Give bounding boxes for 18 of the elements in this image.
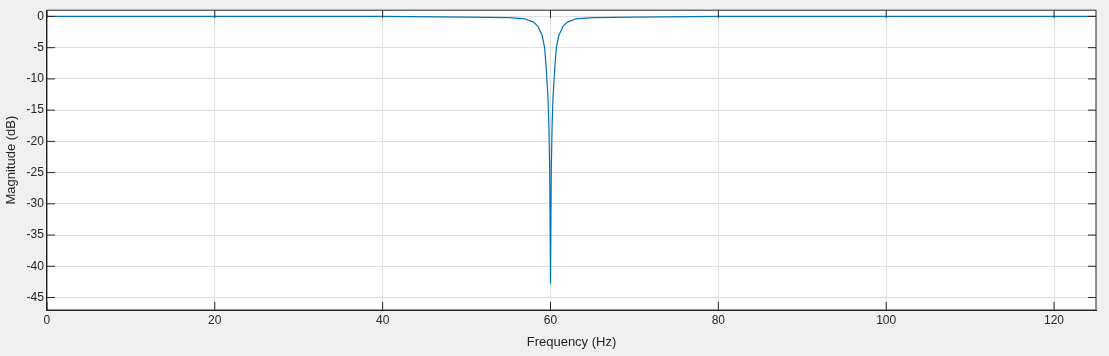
x-tick-label: 120: [1044, 312, 1065, 327]
y-tick-label: -30: [26, 196, 45, 211]
y-tick-label: -10: [26, 71, 45, 86]
x-tick-label: 60: [543, 312, 558, 327]
y-tick-label: -15: [26, 102, 45, 117]
y-tick-label: -40: [26, 258, 45, 273]
x-tick-label: 40: [375, 312, 390, 327]
x-tick-label: 100: [876, 312, 897, 327]
y-tick-label: -35: [26, 227, 45, 242]
y-tick-label: -45: [26, 289, 45, 304]
y-tick-label: -25: [26, 164, 45, 179]
y-tick-label: -5: [33, 39, 45, 54]
x-tick-label: 20: [208, 312, 222, 327]
x-tick-label: 80: [711, 312, 726, 327]
y-tick-label: 0: [37, 8, 45, 23]
y-axis-title: Magnitude (dB): [3, 115, 19, 205]
y-tick-label: -20: [26, 133, 45, 148]
x-axis-title: Frequency (Hz): [526, 333, 617, 349]
